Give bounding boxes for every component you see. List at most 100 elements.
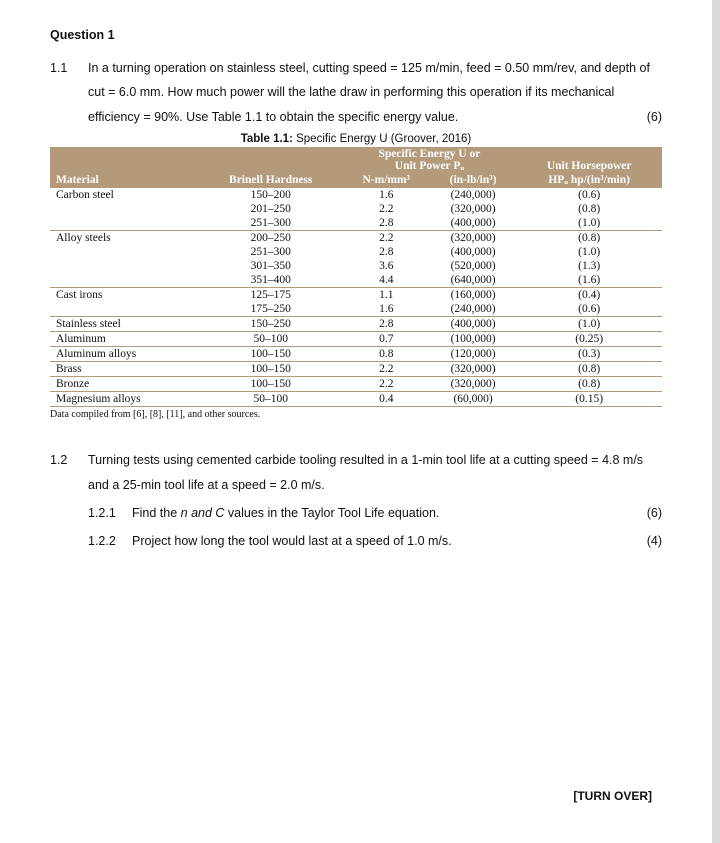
cell-hp: (1.3) <box>516 259 662 273</box>
cell-hp: (0.25) <box>516 332 662 347</box>
cell-hp: (0.8) <box>516 202 662 216</box>
table-row: Stainless steel150–2502.8(400,000)(1.0) <box>50 317 662 332</box>
q1-2-2-points: (4) <box>647 529 662 553</box>
cell-brinell: 125–175 <box>199 288 343 303</box>
cell-brinell: 100–150 <box>199 362 343 377</box>
table-caption-rest: Specific Energy U (Groover, 2016) <box>293 133 471 145</box>
cell-inlb: (320,000) <box>430 377 516 392</box>
cell-inlb: (320,000) <box>430 362 516 377</box>
cell-brinell: 200–250 <box>199 231 343 246</box>
q1-1-points: (6) <box>647 105 662 129</box>
cell-nm: 2.2 <box>343 362 430 377</box>
cell-brinell: 50–100 <box>199 392 343 407</box>
table-row: Cast irons125–1751.1(160,000)(0.4) <box>50 288 662 303</box>
cell-material: Aluminum <box>50 332 199 347</box>
q1-2-1-text: Find the n and C values in the Taylor To… <box>132 501 662 525</box>
col-nm: N-m/mm³ <box>343 173 430 188</box>
cell-brinell: 100–150 <box>199 377 343 392</box>
cell-material: Carbon steel <box>50 188 199 203</box>
cell-nm: 3.6 <box>343 259 430 273</box>
cell-material: Stainless steel <box>50 317 199 332</box>
table-row: Aluminum50–1000.7(100,000)(0.25) <box>50 332 662 347</box>
cell-inlb: (60,000) <box>430 392 516 407</box>
q1-2-1-nc: n and C <box>181 506 225 520</box>
cell-nm: 0.4 <box>343 392 430 407</box>
cell-hp: (0.8) <box>516 377 662 392</box>
table-header-row-2: Material Brinell Hardness N-m/mm³ (in-lb… <box>50 173 662 188</box>
cell-brinell: 301–350 <box>199 259 343 273</box>
table-row: 301–3503.6(520,000)(1.3) <box>50 259 662 273</box>
cell-inlb: (400,000) <box>430 245 516 259</box>
q1-2-2-number: 1.2.2 <box>88 529 132 553</box>
cell-nm: 2.2 <box>343 202 430 216</box>
specific-energy-table: Specific Energy U or Unit Power Pᵤ Unit … <box>50 147 662 407</box>
table-row: 351–4004.4(640,000)(1.6) <box>50 273 662 288</box>
cell-brinell: 50–100 <box>199 332 343 347</box>
q1-2-1-a: Find the <box>132 506 181 520</box>
cell-inlb: (240,000) <box>430 188 516 203</box>
cell-inlb: (400,000) <box>430 216 516 231</box>
q1-1: 1.1 In a turning operation on stainless … <box>50 56 662 129</box>
cell-brinell: 150–200 <box>199 188 343 203</box>
cell-material <box>50 202 199 216</box>
cell-hp: (1.6) <box>516 273 662 288</box>
cell-material: Brass <box>50 362 199 377</box>
cell-nm: 2.8 <box>343 317 430 332</box>
table-row: 251–3002.8(400,000)(1.0) <box>50 216 662 231</box>
table-row: Carbon steel150–2001.6(240,000)(0.6) <box>50 188 662 203</box>
cell-inlb: (320,000) <box>430 202 516 216</box>
cell-brinell: 150–250 <box>199 317 343 332</box>
q1-2-2-text: Project how long the tool would last at … <box>132 529 662 553</box>
cell-material: Magnesium alloys <box>50 392 199 407</box>
cell-nm: 0.7 <box>343 332 430 347</box>
cell-inlb: (640,000) <box>430 273 516 288</box>
q1-2-intro: Turning tests using cemented carbide too… <box>88 448 662 497</box>
cell-inlb: (120,000) <box>430 347 516 362</box>
cell-brinell: 251–300 <box>199 245 343 259</box>
cell-material: Alloy steels <box>50 231 199 246</box>
cell-inlb: (400,000) <box>430 317 516 332</box>
header-unit-hp: Unit Horsepower <box>516 147 662 173</box>
table-caption-label: Table 1.1: <box>241 133 293 145</box>
cell-inlb: (160,000) <box>430 288 516 303</box>
cell-hp: (0.8) <box>516 362 662 377</box>
cell-nm: 0.8 <box>343 347 430 362</box>
col-material: Material <box>50 173 199 188</box>
table-row: Aluminum alloys100–1500.8(120,000)(0.3) <box>50 347 662 362</box>
header-specific-energy-a: Specific Energy U or <box>378 148 480 160</box>
cell-hp: (0.4) <box>516 288 662 303</box>
cell-hp: (0.6) <box>516 302 662 317</box>
q1-2-1-number: 1.2.1 <box>88 501 132 525</box>
col-hp: HPᵤ hp/(in³/min) <box>516 173 662 188</box>
table-row: Alloy steels200–2502.2(320,000)(0.8) <box>50 231 662 246</box>
col-inlb: (in-lb/in³) <box>430 173 516 188</box>
q1-2-1-points: (6) <box>647 501 662 525</box>
cell-nm: 2.8 <box>343 245 430 259</box>
turn-over-label: [TURN OVER] <box>573 789 652 803</box>
table-row: 175–2501.6(240,000)(0.6) <box>50 302 662 317</box>
cell-brinell: 201–250 <box>199 202 343 216</box>
q1-2-2-body: Project how long the tool would last at … <box>132 534 452 548</box>
cell-hp: (1.0) <box>516 317 662 332</box>
q1-2-2: 1.2.2 Project how long the tool would la… <box>88 529 662 553</box>
q1-2-1: 1.2.1 Find the n and C values in the Tay… <box>88 501 662 525</box>
cell-material: Bronze <box>50 377 199 392</box>
cell-material: Cast irons <box>50 288 199 303</box>
cell-brinell: 251–300 <box>199 216 343 231</box>
q1-1-body: In a turning operation on stainless stee… <box>88 61 650 124</box>
cell-nm: 4.4 <box>343 273 430 288</box>
cell-nm: 1.6 <box>343 302 430 317</box>
cell-inlb: (520,000) <box>430 259 516 273</box>
q1-2-1-b: values in the Taylor Tool Life equation. <box>224 506 439 520</box>
table-row: 201–2502.2(320,000)(0.8) <box>50 202 662 216</box>
exam-page: Question 1 1.1 In a turning operation on… <box>0 0 720 843</box>
header-specific-energy-b: Unit Power Pᵤ <box>395 160 464 172</box>
cell-inlb: (320,000) <box>430 231 516 246</box>
cell-material <box>50 273 199 288</box>
cell-hp: (0.15) <box>516 392 662 407</box>
q1-1-number: 1.1 <box>50 56 88 129</box>
table-row: 251–3002.8(400,000)(1.0) <box>50 245 662 259</box>
table-row: Magnesium alloys50–1000.4(60,000)(0.15) <box>50 392 662 407</box>
cell-brinell: 351–400 <box>199 273 343 288</box>
cell-brinell: 175–250 <box>199 302 343 317</box>
